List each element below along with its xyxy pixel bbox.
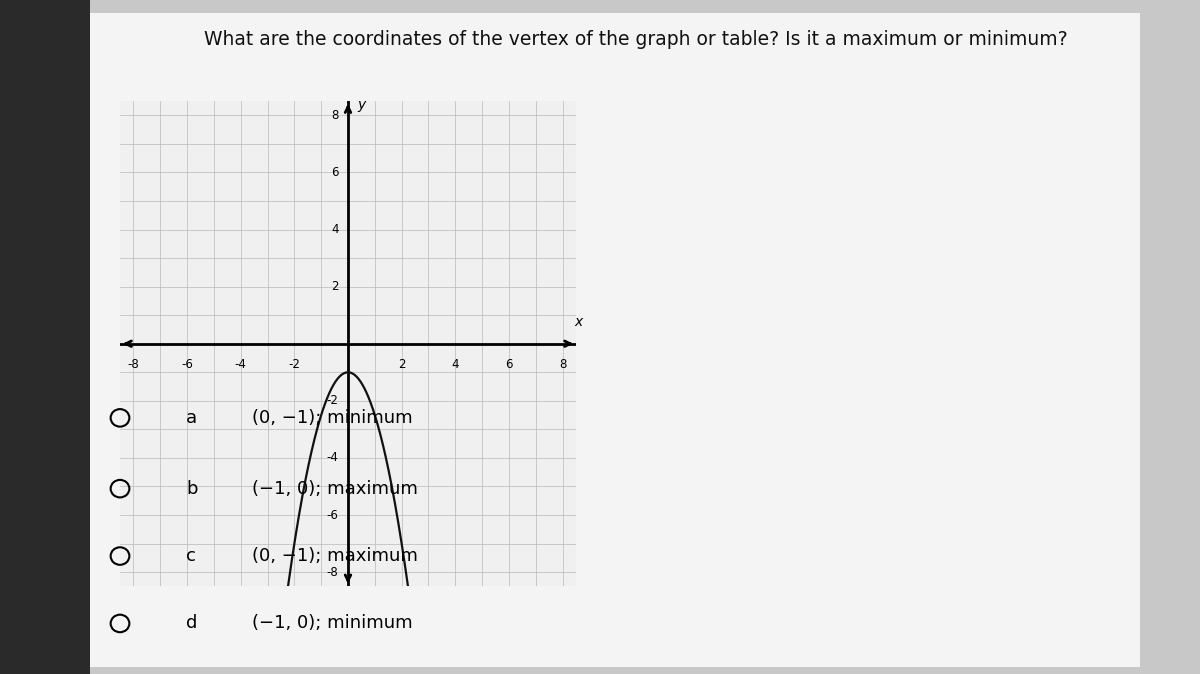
Text: 6: 6	[505, 358, 512, 371]
Text: -2: -2	[288, 358, 300, 371]
Text: 6: 6	[331, 166, 338, 179]
Text: x: x	[575, 315, 583, 330]
Text: -4: -4	[326, 452, 338, 464]
Text: -2: -2	[326, 394, 338, 407]
Text: 8: 8	[331, 109, 338, 122]
Text: (−1, 0); minimum: (−1, 0); minimum	[252, 615, 413, 632]
Text: -8: -8	[326, 565, 338, 578]
Text: a: a	[186, 409, 197, 427]
Text: d: d	[186, 615, 197, 632]
Text: (−1, 0); maximum: (−1, 0); maximum	[252, 480, 418, 497]
Text: -6: -6	[181, 358, 193, 371]
Text: 8: 8	[559, 358, 566, 371]
Text: (0, −1); minimum: (0, −1); minimum	[252, 409, 413, 427]
Text: -6: -6	[326, 508, 338, 522]
Text: What are the coordinates of the vertex of the graph or table? Is it a maximum or: What are the coordinates of the vertex o…	[204, 30, 1068, 49]
Text: 2: 2	[331, 280, 338, 293]
Text: 4: 4	[451, 358, 460, 371]
Text: c: c	[186, 547, 196, 565]
Text: b: b	[186, 480, 198, 497]
Text: 2: 2	[398, 358, 406, 371]
Text: -8: -8	[127, 358, 139, 371]
Text: -4: -4	[235, 358, 247, 371]
Text: (0, −1); maximum: (0, −1); maximum	[252, 547, 418, 565]
Text: y: y	[358, 98, 366, 113]
Text: 4: 4	[331, 223, 338, 236]
